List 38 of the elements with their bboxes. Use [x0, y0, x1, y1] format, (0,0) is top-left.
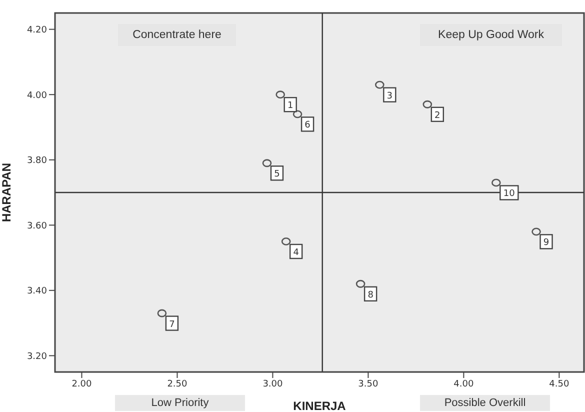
point [422, 100, 432, 108]
x-tick-label: 2.50 [167, 379, 188, 390]
point [492, 178, 501, 187]
annotation: 7 [169, 320, 175, 330]
x-axis-title: KINERJA [293, 399, 346, 412]
point [292, 110, 302, 118]
y-tick-label: 3.20 [26, 352, 48, 362]
point [281, 238, 291, 246]
annotation: 3 [386, 91, 393, 102]
point [157, 309, 167, 318]
annotation: 4 [293, 248, 300, 258]
annotation: 6 [304, 120, 311, 131]
y-tick-label: 3.40 [26, 286, 48, 297]
x-tick-label: 3.00 [262, 379, 283, 390]
y-tick-label: 3.80 [26, 156, 48, 166]
x-tick-label: 4.00 [454, 379, 474, 390]
y-tick-label: 4.20 [26, 26, 48, 36]
y-tick-label: 3.60 [26, 221, 48, 232]
annotation: 2 [434, 110, 440, 121]
point [356, 280, 366, 288]
annotation: 9 [543, 238, 550, 248]
annotation: 10 [503, 189, 516, 200]
point [262, 159, 272, 168]
y-axis-title: HARAPAN [0, 162, 14, 222]
point [532, 228, 541, 236]
point [276, 90, 285, 99]
text: Possible Overkill [420, 395, 550, 411]
annotation: 5 [274, 170, 280, 180]
text: Low Priority [115, 395, 245, 411]
x-tick-label: 4.50 [549, 379, 570, 390]
annotation: 1 [287, 101, 294, 112]
x-tick-label: 2.00 [72, 379, 92, 390]
x-tick-label: 3.50 [358, 379, 378, 390]
annotation: 8 [368, 290, 374, 300]
annotation: Keep Up Good Work [420, 24, 562, 46]
point [375, 80, 384, 89]
y-tick-label: 4.00 [26, 90, 48, 101]
annotation: Concentrate here [118, 24, 236, 46]
